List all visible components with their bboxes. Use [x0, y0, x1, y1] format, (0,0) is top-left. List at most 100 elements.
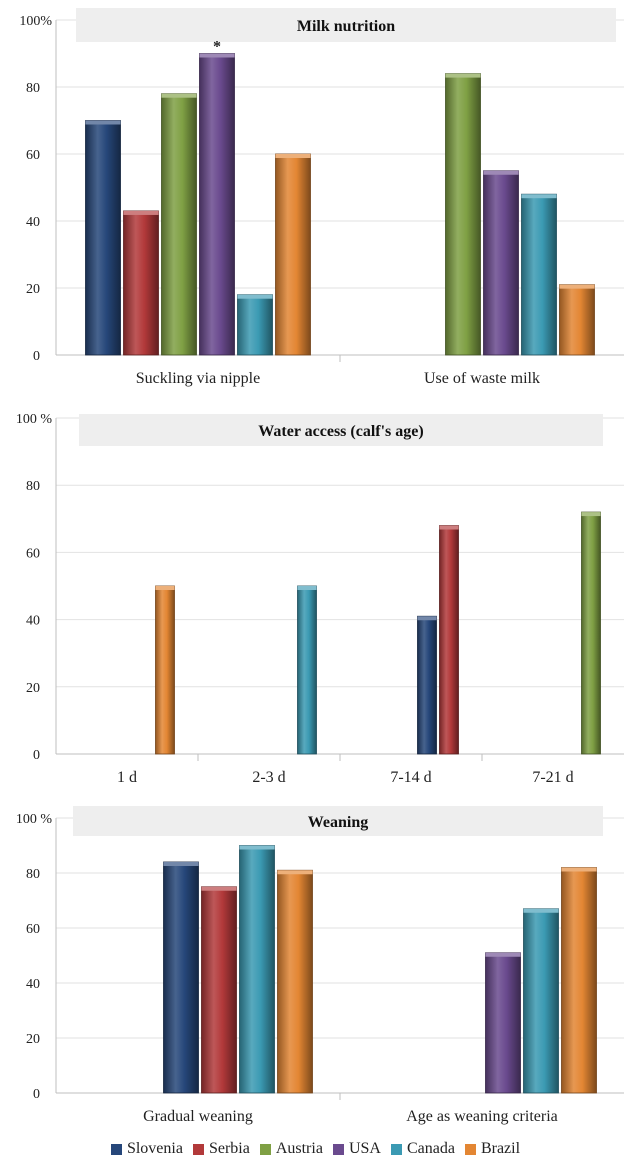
x-tick-label: 7-14 d [390, 769, 431, 786]
bar-cap [417, 616, 437, 621]
bar-cap [581, 512, 601, 517]
bar-cap [199, 53, 235, 58]
title-box [73, 806, 603, 836]
chart-title: Weaning [308, 814, 368, 831]
bar-canada-2 [523, 908, 559, 1094]
bar-cap [161, 93, 197, 98]
bar-cap [85, 120, 121, 125]
legend-swatch [332, 1143, 344, 1155]
y-tick-label: 20 [26, 282, 40, 297]
legend-item-usa: USA [332, 1140, 381, 1158]
y-tick-label: 0 [33, 349, 40, 364]
y-tick-label: 60 [26, 148, 40, 163]
y-tick-label: 80 [26, 81, 40, 96]
x-tick-label: 1 d [117, 769, 137, 786]
bar-cap [559, 284, 595, 289]
legend-swatch [390, 1143, 402, 1155]
x-tick-label: 2-3 d [252, 769, 285, 786]
chart-title: Milk nutrition [297, 18, 395, 35]
bar-cap [163, 862, 199, 866]
legend-swatch [464, 1143, 476, 1155]
chart-panel-2: 0 20 40 60 80 100 % Water access (calf's age) 1… [16, 412, 624, 786]
legend-item-canada: Canada [390, 1140, 455, 1158]
bar-canada-2 [297, 585, 317, 755]
title-box [79, 414, 603, 446]
legend-label: Austria [275, 1140, 323, 1157]
legend-swatch [259, 1143, 271, 1155]
legend-label: Serbia [208, 1140, 250, 1157]
y-tick-label: 20 [26, 1032, 40, 1047]
legend-swatch [192, 1143, 204, 1155]
legend-swatch [110, 1143, 122, 1155]
bar-cap [439, 525, 459, 530]
bar-canada-1 [237, 294, 273, 356]
chart-title: Water access (calf's age) [258, 423, 423, 440]
significance-marker: * [213, 39, 221, 56]
y-tick-label: 0 [33, 748, 40, 763]
y-tick-label: 80 [26, 867, 40, 882]
legend-item-brazil: Brazil [464, 1140, 521, 1158]
x-tick-label: 7-21 d [532, 769, 573, 786]
y-tick-label: 40 [26, 614, 40, 629]
y-tick-label: 0 [33, 1087, 40, 1102]
bar-cap [521, 194, 557, 199]
bar-brazil-1 [275, 153, 311, 356]
y-top-label: 100 % [16, 412, 53, 427]
y-tick-label: 20 [26, 681, 40, 696]
x-tick-label: Use of waste milk [424, 370, 540, 387]
chart-panel-1: 0 20 40 60 80 100% Milk nutrition Suckling via … [19, 8, 624, 387]
y-tick-label: 60 [26, 922, 40, 937]
legend-label: Brazil [480, 1140, 521, 1157]
x-tick-label: Age as weaning criteria [406, 1108, 557, 1125]
bar-serbia-1 [201, 886, 237, 1094]
y-tick-label: 60 [26, 546, 40, 561]
bar-cap [297, 586, 317, 590]
y-top-label: 100 % [16, 812, 53, 827]
chart-panel-3: 0 20 40 60 80 100 % Weaning Gradual weaning Age … [16, 806, 624, 1125]
legend-item-slovenia: Slovenia [110, 1140, 183, 1158]
bar-usa-2 [485, 952, 521, 1094]
legend-label: Canada [406, 1140, 455, 1157]
x-tick-label: Suckling via nipple [136, 370, 260, 387]
bar-cap [201, 886, 237, 891]
bar-cap [239, 845, 275, 850]
title-box [76, 8, 616, 42]
legend: Slovenia Serbia Austria USA Canada Brazil [0, 1138, 631, 1160]
bar-slovenia-1 [163, 861, 199, 1094]
y-tick-label: 80 [26, 479, 40, 494]
bar-slovenia-1 [85, 120, 121, 356]
legend-label: USA [348, 1140, 381, 1157]
bar-austria-4 [581, 511, 601, 755]
bar-usa-1 [199, 53, 235, 356]
bar-brazil-2 [561, 867, 597, 1094]
bar-cap [483, 170, 519, 175]
bar-cap [275, 154, 311, 158]
bar-austria-2 [445, 73, 481, 356]
bar-cap [155, 586, 175, 590]
bar-cap [277, 870, 313, 875]
bar-cap [445, 73, 481, 78]
bar-cap [485, 952, 521, 957]
bar-serbia-1 [123, 210, 159, 356]
bar-cap [123, 210, 159, 215]
bar-slovenia-3 [417, 615, 437, 755]
bar-brazil-2 [559, 284, 595, 356]
bar-serbia-3 [439, 525, 459, 755]
legend-item-austria: Austria [259, 1140, 323, 1158]
bar-brazil-1 [155, 585, 175, 755]
bar-brazil-1 [277, 869, 313, 1094]
legend-label: Slovenia [126, 1140, 183, 1157]
bar-austria-1 [161, 93, 197, 356]
bar-cap [561, 867, 597, 872]
y-top-label: 100% [19, 14, 52, 29]
legend-item-serbia: Serbia [192, 1140, 250, 1158]
bar-cap [523, 908, 559, 913]
bar-canada-2 [521, 193, 557, 356]
bar-cap [237, 294, 273, 299]
bar-canada-1 [239, 845, 275, 1094]
y-tick-label: 40 [26, 215, 40, 230]
y-tick-label: 40 [26, 977, 40, 992]
bar-usa-2 [483, 170, 519, 356]
x-tick-label: Gradual weaning [143, 1108, 253, 1125]
